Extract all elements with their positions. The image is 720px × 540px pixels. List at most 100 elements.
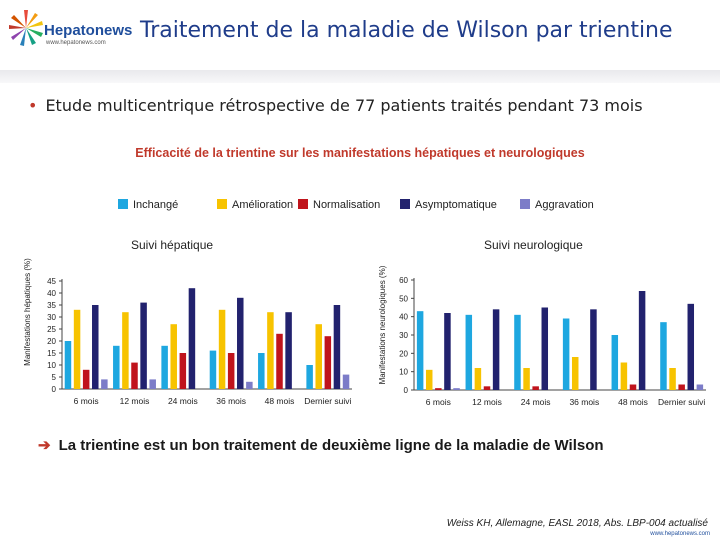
bar (101, 379, 108, 389)
legend-swatch (217, 199, 227, 209)
x-tick-label: 6 mois (426, 397, 451, 407)
chart-legend: Inchangé Amélioration Normalisation Asym… (118, 199, 598, 215)
x-tick-label: 48 mois (265, 396, 295, 406)
conclusion-text: La trientine est un bon traitement de de… (58, 437, 604, 454)
bar (342, 374, 350, 389)
bar (122, 312, 129, 389)
x-tick-label: 48 mois (618, 397, 648, 407)
bar (333, 305, 341, 389)
y-tick-label: 35 (47, 301, 56, 310)
y-tick-label: 40 (399, 313, 408, 322)
y-tick-label: 30 (47, 313, 56, 322)
citation: Weiss KH, Allemagne, EASL 2018, Abs. LBP… (446, 518, 708, 529)
bar (218, 309, 226, 389)
y-tick-label: 30 (399, 331, 408, 340)
starburst-logo-icon (9, 10, 43, 46)
x-tick-label: Dernier suivi (658, 397, 705, 407)
bullet-icon: • (28, 96, 38, 115)
hepatonews-logo: Hepatonews www.hepatonews.com (8, 8, 138, 53)
bar (638, 291, 646, 390)
chart-heading: Efficacité de la trientine sur les manif… (135, 146, 585, 160)
bar (276, 333, 283, 389)
y-tick-label: 0 (404, 386, 409, 395)
brand-url: www.hepatonews.com (46, 40, 106, 46)
bar (483, 386, 491, 390)
bar (474, 368, 482, 390)
x-tick-label: 12 mois (120, 396, 150, 406)
legend-label: Asymptomatique (415, 199, 497, 211)
x-tick-label: 24 mois (168, 396, 198, 406)
bar (696, 384, 704, 390)
bar (131, 362, 138, 389)
y-tick-label: 50 (399, 294, 408, 303)
bar (149, 379, 156, 389)
legend-label: Normalisation (313, 199, 381, 211)
bar (425, 369, 433, 390)
legend-label: Amélioration (232, 199, 294, 211)
bar (161, 345, 168, 389)
x-tick-label: 24 mois (521, 397, 551, 407)
bar (532, 386, 539, 390)
conclusion: ➔ La trientine est un bon traitement de d… (38, 436, 604, 454)
bar (246, 381, 253, 389)
y-tick-label: 40 (47, 289, 56, 298)
legend-swatch (520, 199, 530, 209)
legend-item-normalisation: Normalisation (298, 199, 380, 211)
hepatic-chart-title: Suivi hépatique (131, 238, 214, 252)
bar (82, 369, 90, 389)
x-tick-label: 12 mois (472, 397, 502, 407)
y-tick-label: 5 (52, 373, 57, 382)
legend-label: Inchangé (133, 199, 179, 211)
bar (453, 388, 460, 390)
header-divider (0, 70, 720, 83)
bar (523, 368, 530, 390)
footer-url: www.hepatonews.com (650, 531, 710, 537)
y-tick-label: 0 (52, 385, 57, 394)
y-tick-label: 25 (47, 325, 56, 334)
y-tick-label: 20 (399, 349, 408, 358)
bar (669, 368, 676, 390)
x-tick-label: 6 mois (74, 396, 99, 406)
study-bullet: • Etude multicentrique rétrospective de 7… (28, 96, 643, 115)
hepatic-bar-chart: Manifestations hépatiques (%) 0 5 10 15 20 25 3… (23, 258, 352, 406)
bar (113, 345, 120, 389)
y-tick-label: 45 (47, 277, 56, 286)
y-axis-title: Manifestations hépatiques (%) (23, 258, 32, 366)
bar (258, 353, 265, 389)
bar (444, 313, 451, 390)
legend-item-inchange: Inchangé (118, 199, 178, 211)
bar (170, 324, 177, 389)
y-tick-label: 10 (399, 368, 408, 377)
neuro-chart-title: Suivi neurologique (484, 238, 583, 252)
x-tick-label: 36 mois (216, 396, 246, 406)
bar (492, 309, 500, 390)
bar (465, 314, 473, 390)
bar (660, 322, 667, 390)
bar (562, 318, 570, 390)
y-tick-label: 60 (399, 276, 408, 285)
y-tick-label: 10 (47, 361, 56, 370)
bar (179, 353, 187, 389)
bar (237, 297, 244, 389)
legend-item-amelioration: Amélioration (217, 199, 293, 211)
legend-item-aggravation: Aggravation (520, 199, 594, 211)
bar (315, 324, 322, 389)
bar (435, 388, 442, 390)
x-tick-label: 36 mois (569, 397, 599, 407)
bar (285, 312, 292, 389)
y-axis-title: Manifestations neurologiques (%) (378, 265, 387, 384)
bar (541, 307, 549, 390)
legend-swatch (400, 199, 410, 209)
y-tick-label: 15 (47, 349, 56, 358)
bar (92, 305, 99, 389)
bar (306, 365, 313, 389)
arrow-right-icon: ➔ (38, 437, 51, 454)
bar (209, 350, 217, 389)
bar (267, 312, 274, 389)
bar (73, 309, 81, 389)
legend-swatch (118, 199, 128, 209)
bar (629, 384, 637, 390)
bar (324, 336, 332, 389)
legend-label: Aggravation (535, 199, 594, 211)
bar (590, 309, 597, 390)
